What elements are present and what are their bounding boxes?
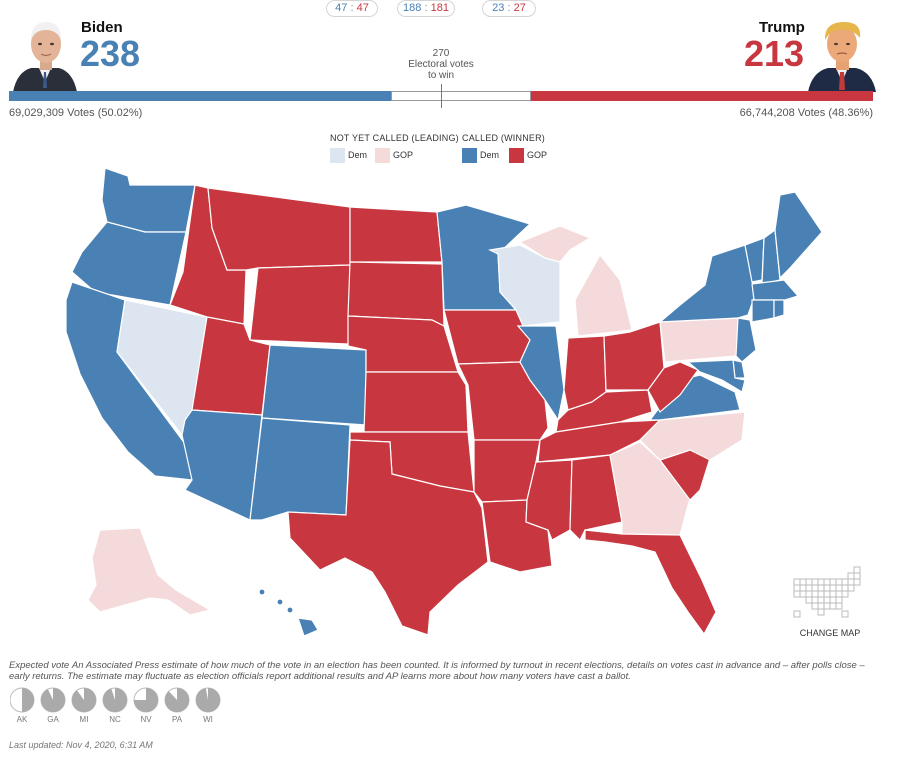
legend-label-dem-called: Dem — [480, 150, 500, 160]
state-ks[interactable] — [363, 371, 469, 433]
biden-avatar — [9, 12, 81, 92]
expected-vote-pie-nc[interactable] — [103, 688, 127, 712]
win-threshold-label: 270 Electoral votes to win — [390, 48, 492, 81]
dem-electoral-votes: 238 — [80, 33, 141, 74]
pill-separator: : — [424, 2, 428, 14]
legend-not-called-heading: NOT YET CALLED (LEADING) — [330, 133, 459, 143]
dem-bar-segment — [9, 91, 392, 101]
gop-bar-segment — [530, 91, 873, 101]
pill-separator: : — [350, 2, 354, 14]
state-ma[interactable] — [751, 279, 800, 301]
legend-called-heading: CALLED (WINNER) — [462, 133, 546, 143]
expected-vote-pie-ak[interactable] — [22, 688, 34, 712]
legend-swatch-dem-called — [462, 148, 477, 163]
pie-label: PA — [171, 715, 183, 724]
pie-label: WI — [203, 715, 213, 724]
expected-vote-pie-wi[interactable] — [196, 688, 220, 712]
state-ak[interactable] — [87, 527, 212, 616]
pie-label: MI — [79, 715, 89, 724]
state-ia[interactable] — [443, 309, 531, 365]
legend-swatch-gop-called — [509, 148, 524, 163]
state-mi[interactable] — [518, 225, 633, 337]
state-wi[interactable] — [488, 244, 561, 327]
pill-dem-value: 188 — [403, 2, 422, 14]
expected-vote-pie-pa[interactable] — [165, 688, 189, 712]
pie-label: NC — [109, 715, 121, 724]
expected-vote-pie-nv[interactable] — [134, 688, 158, 712]
state-or[interactable] — [71, 221, 187, 306]
legend-swatch-gop-leading — [375, 148, 390, 163]
pie-label: NV — [140, 715, 152, 724]
us-electoral-map — [65, 167, 823, 637]
trump-portrait-icon — [808, 22, 876, 92]
state-pa[interactable] — [659, 317, 741, 363]
grid-map-icon[interactable] — [790, 565, 870, 625]
trump-avatar — [806, 12, 878, 92]
gop-electoral-votes: 213 — [744, 33, 805, 74]
threshold-marker — [441, 84, 442, 108]
legend-label-gop-leading: GOP — [393, 150, 414, 160]
state-ct[interactable] — [751, 299, 775, 323]
state-fl[interactable] — [584, 529, 717, 636]
legend-label-gop-called: GOP — [527, 150, 548, 160]
state-az[interactable] — [181, 409, 263, 521]
state-co[interactable] — [261, 344, 367, 426]
pill-gop-value: 47 — [356, 2, 369, 14]
pill-dem-value: 23 — [492, 2, 505, 14]
state-tx[interactable] — [287, 439, 489, 636]
expected-vote-description: An Associated Press estimate of how much… — [9, 660, 865, 682]
pie-label: AK — [16, 715, 28, 724]
change-map-button[interactable]: CHANGE MAP — [799, 628, 861, 638]
last-updated: Last updated: Nov 4, 2020, 6:31 AM — [9, 740, 153, 750]
pill-gop-value: 27 — [513, 2, 526, 14]
house-pill[interactable]: 188 : 181 — [397, 0, 455, 17]
pie-label: GA — [47, 715, 59, 724]
uncalled-bar-segment — [391, 91, 531, 101]
state-hi[interactable] — [258, 588, 319, 637]
senate-pill[interactable]: 47 : 47 — [326, 0, 378, 17]
gop-popular-votes: 66,744,208 Votes (48.36%) — [739, 107, 873, 119]
expected-vote-note: Expected vote An Associated Press estima… — [9, 660, 877, 682]
electoral-vote-bar — [9, 91, 873, 101]
pill-dem-value: 47 — [335, 2, 348, 14]
threshold-number: 270 — [432, 48, 450, 59]
state-wa[interactable] — [101, 167, 196, 233]
state-ga[interactable] — [609, 441, 691, 536]
dem-popular-votes: 69,029,309 Votes (50.02%) — [9, 107, 143, 119]
threshold-line2: to win — [427, 70, 455, 81]
pill-separator: : — [507, 2, 511, 14]
state-wy[interactable] — [249, 264, 351, 345]
state-nj[interactable] — [735, 317, 757, 363]
state-nd[interactable] — [349, 206, 443, 263]
biden-portrait-icon — [13, 22, 77, 92]
threshold-line1: Electoral votes — [408, 59, 474, 70]
state-mt[interactable] — [207, 187, 351, 271]
state-ri[interactable] — [773, 299, 785, 319]
legend-label-dem-leading: Dem — [348, 150, 368, 160]
state-nm[interactable] — [249, 417, 351, 521]
gop-candidate-name: Trump — [759, 19, 805, 36]
governor-pill[interactable]: 23 : 27 — [482, 0, 536, 17]
state-md[interactable] — [686, 359, 746, 393]
expected-vote-pie-mi[interactable] — [72, 688, 96, 712]
legend-swatch-dem-leading — [330, 148, 345, 163]
state-me[interactable] — [774, 191, 823, 280]
state-il[interactable] — [516, 325, 565, 422]
pill-gop-value: 181 — [430, 2, 449, 14]
expected-vote-pies — [10, 687, 221, 713]
dem-candidate-name: Biden — [81, 19, 123, 36]
expected-vote-term: Expected vote — [9, 660, 70, 671]
state-ny[interactable] — [658, 244, 756, 323]
expected-vote-pie-ga[interactable] — [41, 688, 65, 712]
